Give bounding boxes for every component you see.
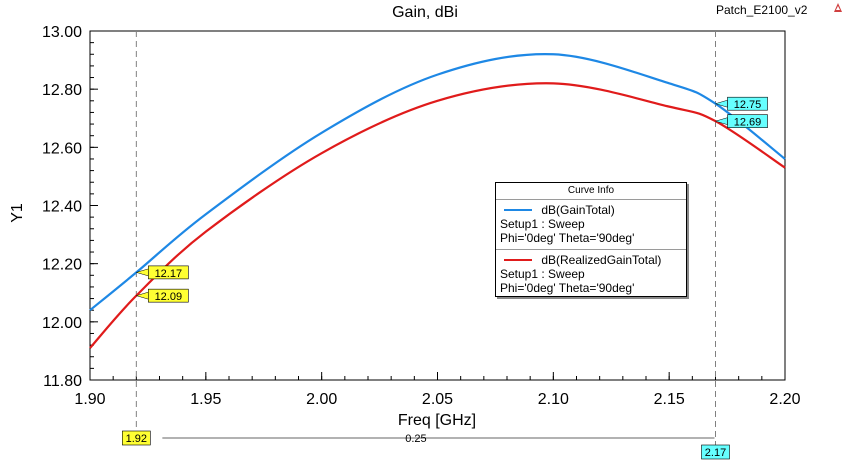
y-tick-label: 12.80	[42, 82, 82, 99]
x-tick-label: 1.95	[190, 391, 221, 408]
project-label: Patch_E2100_v2	[716, 3, 808, 17]
x-tick-label: 2.20	[769, 391, 800, 408]
y-tick-label: 12.20	[42, 257, 82, 274]
legend-entry-name: dB(GainTotal)	[541, 202, 615, 217]
legend-title: Curve Info	[496, 183, 686, 200]
y-tick-label: 12.40	[42, 199, 82, 216]
y-tick-label: 12.60	[42, 140, 82, 157]
marker-value-label: 12.75	[734, 99, 762, 111]
marker-value-label: 12.69	[734, 117, 762, 129]
y-axis-label: Y1	[9, 203, 26, 223]
marker-label-box[interactable]	[148, 288, 189, 303]
y-tick-label: 12.00	[42, 315, 82, 332]
gain-total-line	[89, 53, 786, 312]
legend-entry-setup: Setup1 : Sweep	[500, 266, 585, 281]
gain-total-swatch	[504, 208, 532, 211]
legend-entry-gain-total[interactable]: dB(GainTotal) Setup1 : Sweep Phi='0deg' …	[496, 200, 686, 247]
marker-value-label: 12.09	[155, 291, 183, 303]
marker-label-box[interactable]	[148, 265, 189, 280]
x-tick-label: 2.00	[306, 391, 337, 408]
legend-entry-setup: Setup1 : Sweep	[500, 216, 585, 231]
y-tick-label: 13.00	[42, 24, 82, 41]
x-tick-label: 2.05	[422, 391, 453, 408]
marker-label-box[interactable]	[727, 114, 768, 128]
legend-entry-angles: Phi='0deg' Theta='90deg'	[500, 280, 635, 295]
marker-value-label: 12.17	[155, 268, 183, 280]
delta-label: 0.25	[405, 433, 426, 445]
legend-entry-realized-gain-total[interactable]: dB(RealizedGainTotal) Setup1 : Sweep Phi…	[496, 248, 686, 297]
realized-gain-total-swatch	[504, 258, 532, 261]
x-tick-label: 2.10	[538, 391, 569, 408]
curve-info-legend[interactable]: Curve Info dB(GainTotal) Setup1 : Sweep …	[495, 182, 687, 297]
hfss-logo-icon	[834, 3, 842, 12]
x-axis-label: Freq [GHz]	[398, 412, 476, 429]
x-marker-label: 1.92	[126, 433, 147, 445]
x-tick-label: 2.15	[654, 391, 685, 408]
x-marker-label: 2.17	[705, 447, 726, 459]
x-marker-box[interactable]	[122, 430, 151, 446]
x-marker-box[interactable]	[701, 444, 730, 460]
legend-entry-name: dB(RealizedGainTotal)	[541, 252, 662, 267]
legend-entry-angles: Phi='0deg' Theta='90deg'	[500, 230, 635, 245]
marker-label-box[interactable]	[727, 96, 768, 111]
chart-title: Gain, dBi	[392, 4, 458, 21]
y-tick-label: 11.80	[43, 373, 82, 390]
x-tick-label: 1.90	[74, 391, 105, 408]
